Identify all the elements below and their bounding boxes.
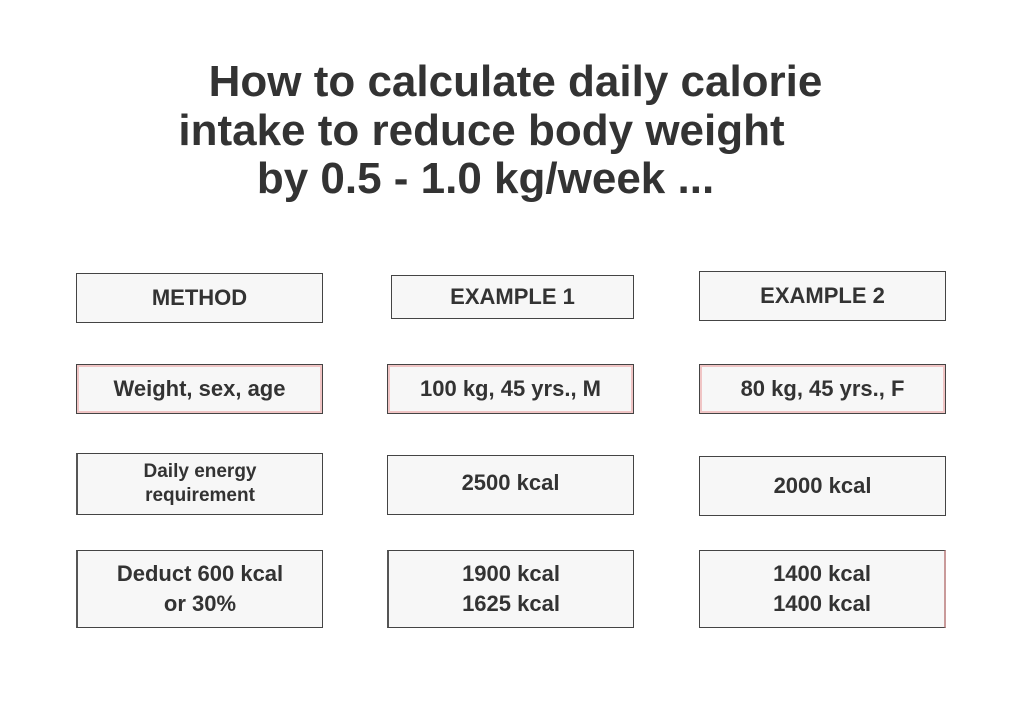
header-example1-label: EXAMPLE 1	[450, 284, 575, 309]
row2-example2-text: 2000 kcal	[773, 473, 872, 498]
title-line-1: How to calculate daily calorie	[208, 57, 823, 106]
row2-method-text: Daily energy requirement	[143, 461, 257, 506]
header-example2-box: EXAMPLE 2	[699, 271, 946, 321]
header-example2-label: EXAMPLE 2	[760, 283, 885, 308]
row2-example1-box: 2500 kcal	[387, 455, 634, 515]
row1-example2-text: 80 kg, 45 yrs., F	[740, 376, 905, 401]
row2-example2-box: 2000 kcal	[699, 456, 946, 516]
header-method-label: METHOD	[151, 285, 248, 310]
row2-example1-text: 2500 kcal	[461, 470, 560, 495]
row1-method-text: Weight, sex, age	[113, 376, 286, 401]
row1-example1-box: 100 kg, 45 yrs., M	[387, 364, 634, 414]
row1-example2-box: 80 kg, 45 yrs., F	[699, 364, 946, 414]
row3-example1-text: 1900 kcal 1625 kcal	[462, 561, 560, 616]
row3-example2-box: 1400 kcal 1400 kcal	[699, 550, 946, 628]
row3-example1-box: 1900 kcal 1625 kcal	[387, 550, 634, 628]
row1-method-box: Weight, sex, age	[76, 364, 323, 414]
title-line-3: by 0.5 - 1.0 kg/week ...	[256, 154, 715, 203]
header-example1-box: EXAMPLE 1	[391, 275, 634, 319]
title-line-2: intake to reduce body weight	[178, 106, 785, 155]
row1-example1-text: 100 kg, 45 yrs., M	[420, 376, 601, 401]
row3-example2-text: 1400 kcal 1400 kcal	[773, 561, 871, 616]
row3-method-text: Deduct 600 kcal or 30%	[116, 561, 284, 616]
row2-method-box: Daily energy requirement	[76, 453, 323, 515]
header-method-box: METHOD	[76, 273, 323, 323]
row3-method-box: Deduct 600 kcal or 30%	[76, 550, 323, 628]
